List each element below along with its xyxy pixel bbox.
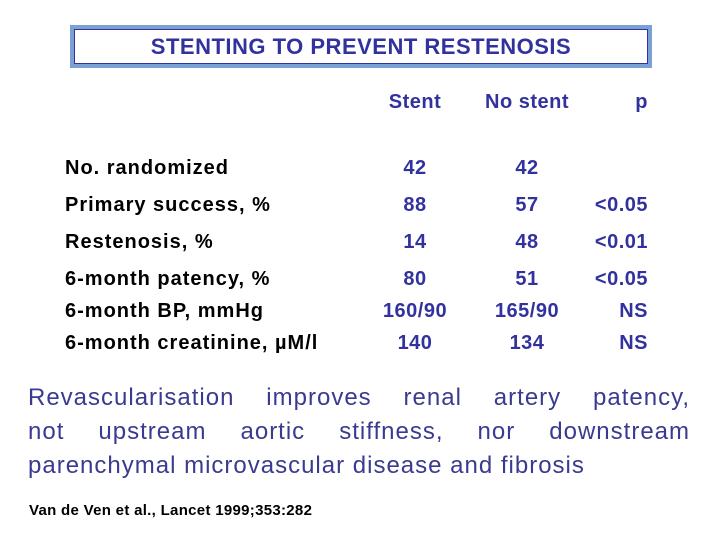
summary-line-2: not upstream aortic stiffness, nor downs… — [28, 418, 690, 445]
summary-line-1: Revascularisation improves renal artery … — [28, 384, 690, 411]
stent-value: 140 — [397, 332, 433, 354]
col-header-stent: Stent — [388, 91, 442, 113]
no-stent-value: 165/90 — [494, 300, 560, 322]
no-stent-value: 42 — [515, 157, 539, 179]
title-box-inner-border: STENTING TO PREVENT RESTENOSIS — [74, 29, 648, 64]
summary-line-3: parenchymal microvascular disease and fi… — [28, 452, 585, 479]
no-stent-value: 48 — [515, 231, 539, 253]
table-header-row: Stent No stent p — [0, 91, 720, 117]
summary-paragraph: Revascularisation improves renal artery … — [28, 381, 690, 483]
table-row-6month-patency: 6-month patency, % 80 51 <0.05 — [0, 268, 720, 294]
stent-value: 80 — [403, 268, 427, 290]
p-value: <0.05 — [594, 268, 648, 290]
no-stent-value: 134 — [509, 332, 545, 354]
slide-title: STENTING TO PREVENT RESTENOSIS — [150, 33, 572, 59]
p-value: <0.05 — [594, 194, 648, 216]
row-label: No. randomized — [65, 157, 230, 179]
p-value: NS — [619, 332, 648, 354]
row-label: 6-month creatinine, µM/l — [65, 332, 319, 354]
stent-value: 160/90 — [382, 300, 448, 322]
row-label: 6-month patency, % — [65, 268, 271, 290]
row-label: Restenosis, % — [65, 231, 214, 253]
title-box: STENTING TO PREVENT RESTENOSIS — [70, 25, 652, 68]
no-stent-value: 57 — [515, 194, 539, 216]
stent-value: 42 — [403, 157, 427, 179]
row-label: 6-month BP, mmHg — [65, 300, 264, 322]
citation: Van de Ven et al., Lancet 1999;353:282 — [29, 502, 313, 519]
table-row-restenosis: Restenosis, % 14 48 <0.01 — [0, 231, 720, 257]
p-value: <0.01 — [594, 231, 648, 253]
no-stent-value: 51 — [515, 268, 539, 290]
table-row-6month-bp: 6-month BP, mmHg 160/90 165/90 NS — [0, 300, 720, 326]
col-header-p: p — [635, 91, 648, 113]
p-value: NS — [619, 300, 648, 322]
table-row-primary-success: Primary success, % 88 57 <0.05 — [0, 194, 720, 220]
stent-value: 14 — [403, 231, 427, 253]
table-row-6month-creatinine: 6-month creatinine, µM/l 140 134 NS — [0, 332, 720, 358]
row-label: Primary success, % — [65, 194, 271, 216]
col-header-no-stent: No stent — [485, 91, 569, 113]
table-row-no-randomized: No. randomized 42 42 — [0, 157, 720, 183]
stent-value: 88 — [403, 194, 427, 216]
